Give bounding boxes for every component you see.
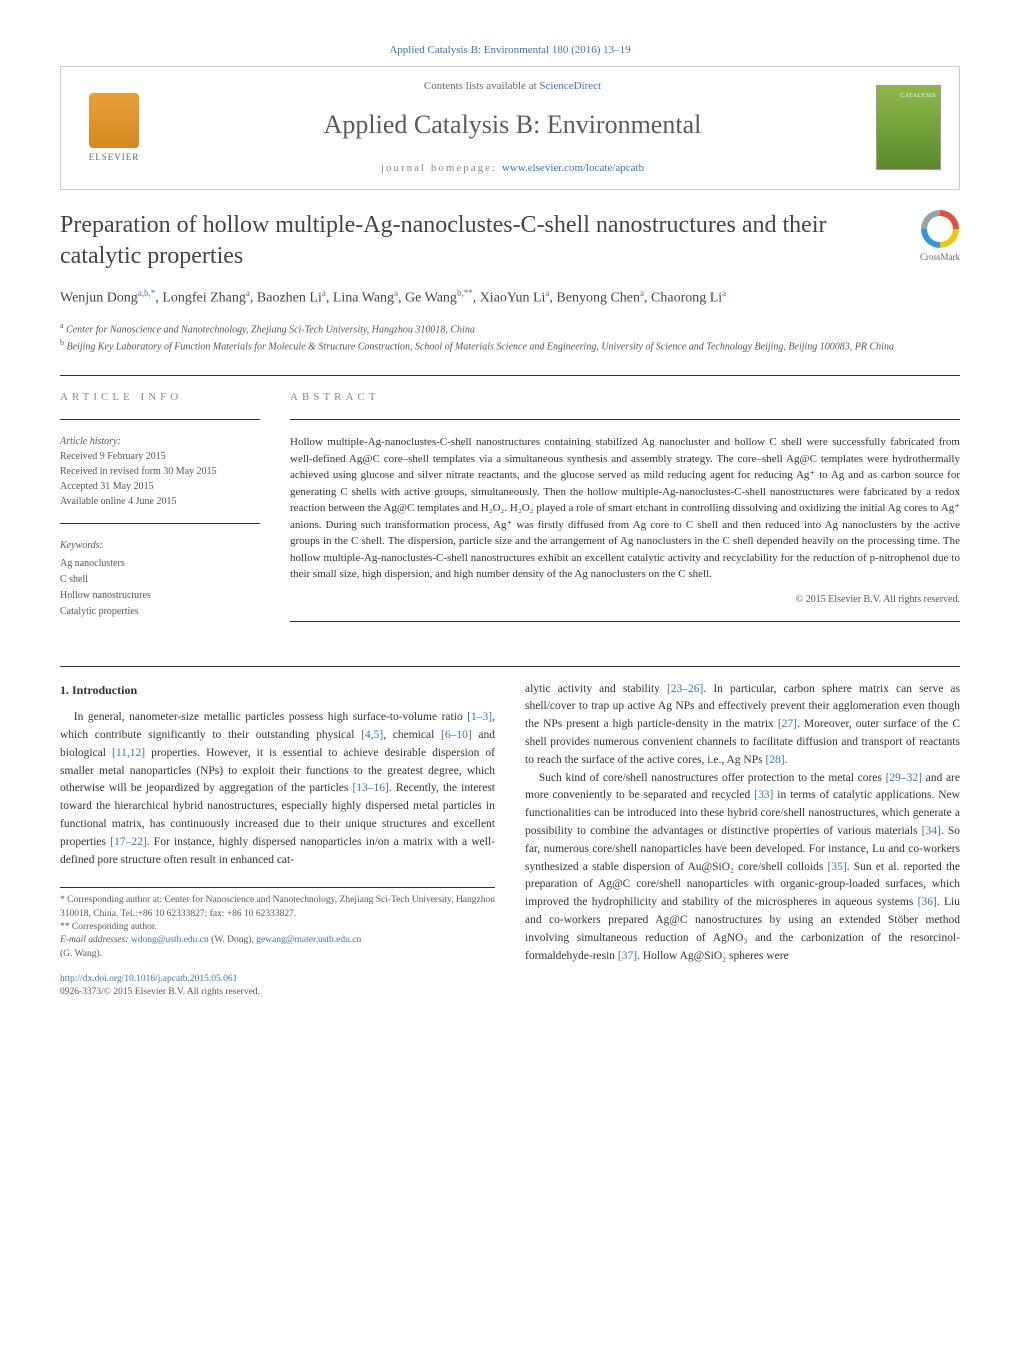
divider <box>60 419 260 420</box>
divider <box>290 621 960 622</box>
journal-name: Applied Catalysis B: Environmental <box>149 107 876 143</box>
elsevier-tree-icon <box>89 93 139 148</box>
intro-paragraph-1: In general, nanometer-size metallic part… <box>60 709 495 869</box>
intro-heading: 1. Introduction <box>60 681 495 700</box>
journal-citation-link[interactable]: Applied Catalysis B: Environmental 180 (… <box>389 44 630 56</box>
elsevier-label: ELSEVIER <box>89 151 140 164</box>
ref-link[interactable]: [35] <box>828 861 847 873</box>
right-column: alytic activity and stability [23–26]. I… <box>525 681 960 1000</box>
left-column: 1. Introduction In general, nanometer-si… <box>60 681 495 1000</box>
crossmark-badge[interactable]: CrossMark <box>920 210 960 264</box>
elsevier-logo: ELSEVIER <box>79 88 149 168</box>
doi-footer: http://dx.doi.org/10.1016/j.apcatb.2015.… <box>60 973 495 1000</box>
abstract-text: Hollow multiple-Ag-nanoclustes-C-shell n… <box>290 434 960 583</box>
footnote-emails: E-mail addresses: wdong@ustb.edu.cn (W. … <box>60 934 495 961</box>
ref-link[interactable]: [17–22] <box>110 836 146 848</box>
divider <box>60 375 960 376</box>
keywords-label: Keywords: <box>60 538 260 554</box>
abstract-column: ABSTRACT Hollow multiple-Ag-nanoclustes-… <box>290 390 960 636</box>
ref-link[interactable]: [1–3] <box>467 711 492 723</box>
ref-link[interactable]: [29–32] <box>886 772 922 784</box>
sciencedirect-link[interactable]: ScienceDirect <box>539 80 601 92</box>
ref-link[interactable]: [27] <box>778 718 797 730</box>
article-info-label: ARTICLE INFO <box>60 390 260 405</box>
ref-link[interactable]: [11,12] <box>112 747 145 759</box>
abstract-copyright: © 2015 Elsevier B.V. All rights reserved… <box>290 593 960 607</box>
ref-link[interactable]: [34] <box>922 825 941 837</box>
article-history: Article history: Received 9 February 201… <box>60 434 260 509</box>
affiliations: a Center for Nanoscience and Nanotechnol… <box>60 320 960 355</box>
homepage-prefix: journal homepage: <box>381 162 502 174</box>
intro-paragraph-1-cont: alytic activity and stability [23–26]. I… <box>525 681 960 770</box>
ref-link[interactable]: [37] <box>618 950 637 962</box>
contents-available-line: Contents lists available at ScienceDirec… <box>149 79 876 94</box>
article-title: Preparation of hollow multiple-Ag-nanocl… <box>60 210 900 272</box>
running-header: Applied Catalysis B: Environmental 180 (… <box>60 40 960 58</box>
homepage-line: journal homepage: www.elsevier.com/locat… <box>149 161 876 176</box>
divider <box>290 419 960 420</box>
ref-link[interactable]: [4,5] <box>361 729 383 741</box>
abstract-label: ABSTRACT <box>290 390 960 405</box>
doi-link[interactable]: http://dx.doi.org/10.1016/j.apcatb.2015.… <box>60 974 237 984</box>
ref-link[interactable]: [13–16] <box>352 782 388 794</box>
email-link[interactable]: gewang@mater.ustb.edu.cn <box>256 935 361 945</box>
footnote-corr1: * Corresponding author at: Center for Na… <box>60 894 495 921</box>
contents-prefix: Contents lists available at <box>424 80 539 92</box>
homepage-link[interactable]: www.elsevier.com/locate/apcatb <box>502 162 644 174</box>
ref-link[interactable]: [33] <box>754 789 773 801</box>
crossmark-label: CrossMark <box>920 251 960 264</box>
history-label: Article history: <box>60 436 121 447</box>
footnote-corr2: ** Corresponding author. <box>60 921 495 934</box>
divider <box>60 523 260 524</box>
corresponding-author-footnotes: * Corresponding author at: Center for Na… <box>60 887 495 960</box>
divider <box>60 666 960 667</box>
ref-link[interactable]: [23–26] <box>667 683 703 695</box>
ref-link[interactable]: [6–10] <box>441 729 472 741</box>
body-two-column: 1. Introduction In general, nanometer-si… <box>60 681 960 1000</box>
crossmark-icon <box>921 210 959 248</box>
ref-link[interactable]: [28] <box>765 754 784 766</box>
issn-line: 0926-3373/© 2015 Elsevier B.V. All right… <box>60 987 260 997</box>
authors-line: Wenjun Donga,b,*, Longfei Zhanga, Baozhe… <box>60 286 960 310</box>
journal-header-box: ELSEVIER Contents lists available at Sci… <box>60 66 960 189</box>
journal-cover-thumbnail <box>876 85 941 170</box>
email-link[interactable]: wdong@ustb.edu.cn <box>131 935 209 945</box>
intro-paragraph-2: Such kind of core/shell nanostructures o… <box>525 770 960 966</box>
keywords-block: Keywords: Ag nanoclustersC shellHollow n… <box>60 538 260 620</box>
ref-link[interactable]: [36] <box>918 896 937 908</box>
article-info-column: ARTICLE INFO Article history: Received 9… <box>60 390 260 636</box>
